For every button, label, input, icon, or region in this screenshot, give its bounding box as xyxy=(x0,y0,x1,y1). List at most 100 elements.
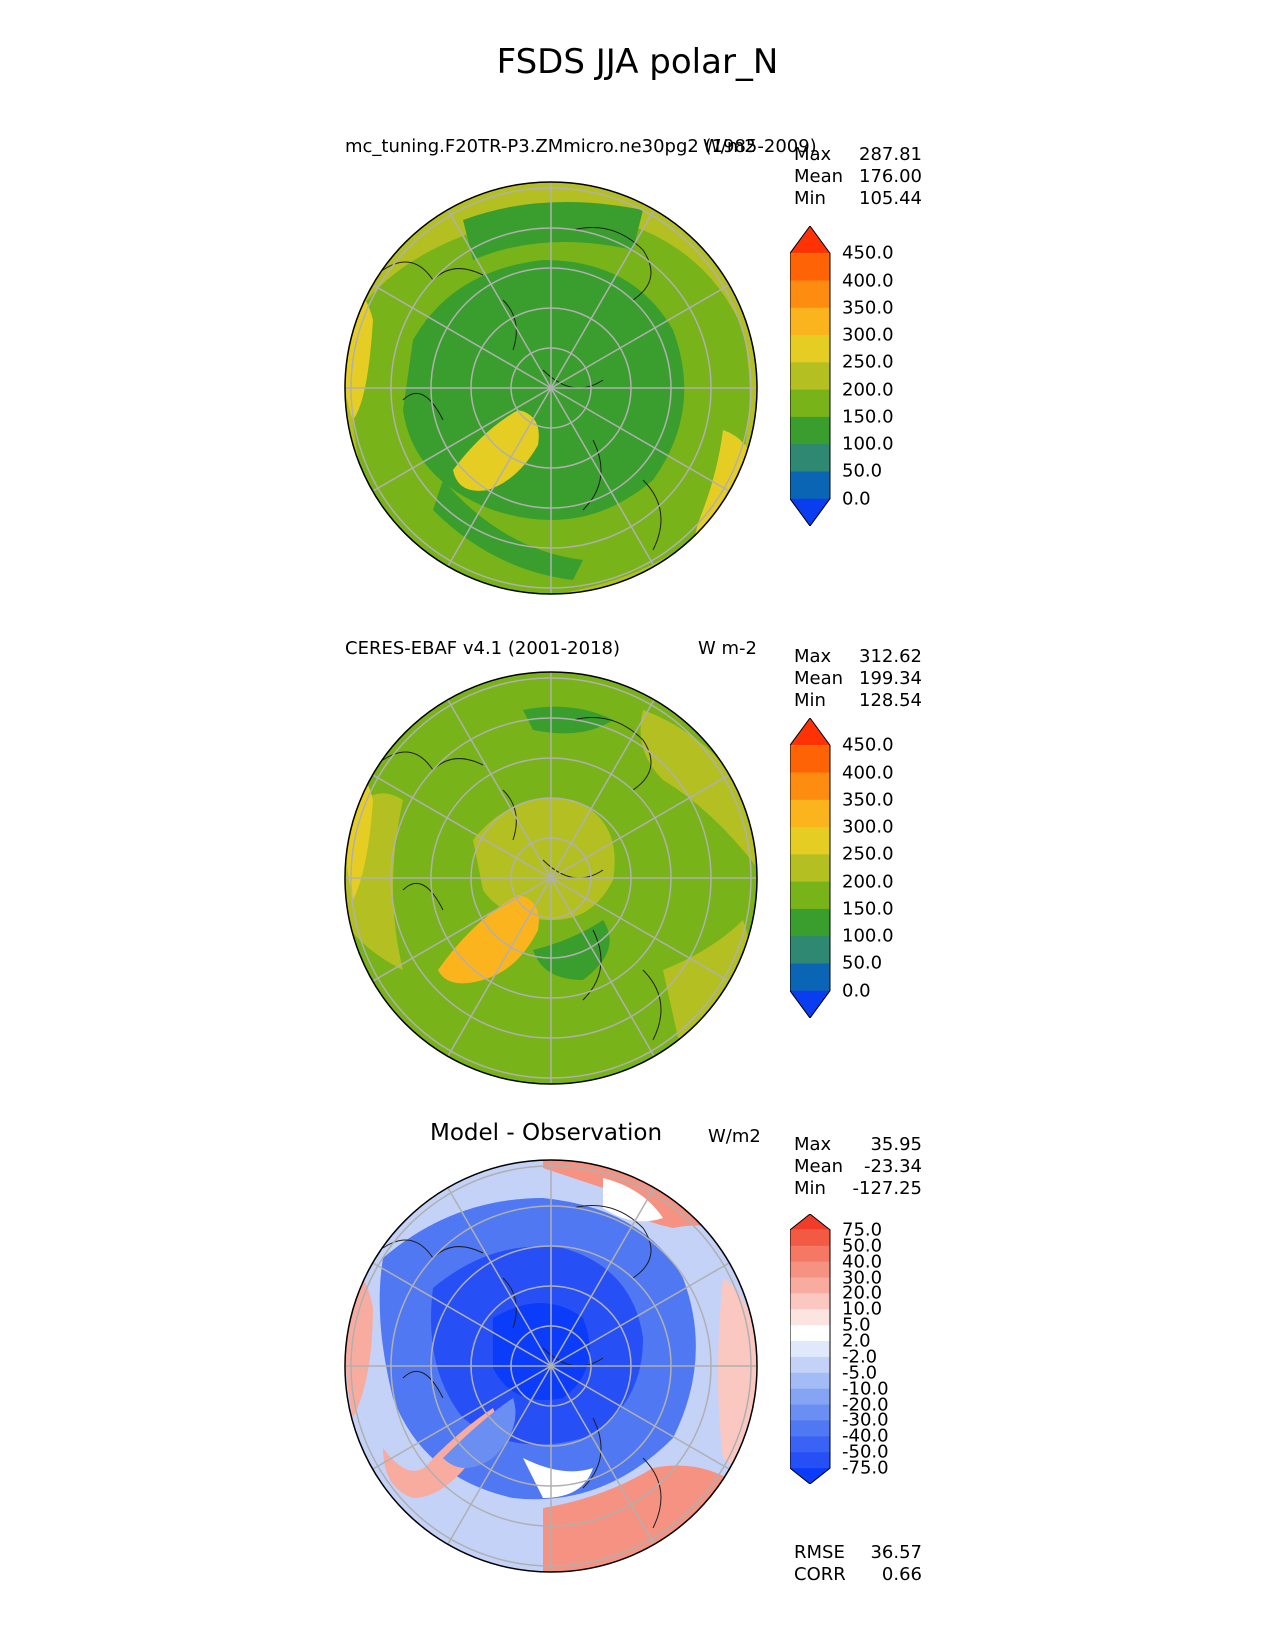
colorbar-tick-label: 150.0 xyxy=(842,406,894,428)
colorbar-tick-label: 200.0 xyxy=(842,379,894,401)
colorbar-segment xyxy=(790,1214,830,1230)
colorbar-tick-label: -40.0 xyxy=(842,1425,889,1447)
panel-difference: Model - Observation W/m2 Max 35.95 Mean -2… xyxy=(0,1120,1275,1640)
colorbar-segment xyxy=(790,1277,830,1294)
colorbar-tick-label: -20.0 xyxy=(842,1394,889,1416)
colorbar-tick-label: -75.0 xyxy=(842,1457,889,1479)
colorbar-segment xyxy=(790,745,830,774)
colorbar-tick-label: 0.0 xyxy=(842,488,871,510)
stat-rmse: RMSE 36.57 xyxy=(794,1542,922,1563)
panel-units: W/m2 xyxy=(708,1126,761,1147)
colorbar-segment xyxy=(790,854,830,883)
stat-max: Max 287.81 xyxy=(794,144,922,165)
colorbar-tick-label: 250.0 xyxy=(842,351,894,373)
panel-units: W m-2 xyxy=(698,638,758,659)
colorbar-tick-label: 50.0 xyxy=(842,1235,883,1257)
colorbar-segment xyxy=(790,1388,830,1406)
colorbar-tick-label: 350.0 xyxy=(842,789,894,811)
colorbar-observation xyxy=(790,718,831,1018)
panel-title: mc_tuning.F20TR-P3.ZMmicro.ne30pg2 (1985… xyxy=(345,136,817,157)
stat-max: Max 312.62 xyxy=(794,646,922,667)
colorbar-tick-label: -50.0 xyxy=(842,1441,889,1463)
colorbar-model xyxy=(790,226,831,526)
colorbar-outline xyxy=(790,1214,831,1484)
colorbar-segment xyxy=(790,718,830,746)
figure-title: FSDS JJA polar_N xyxy=(496,42,779,82)
panel-stats: Max 35.95 Mean -23.34 Min -127.25 xyxy=(794,1134,922,1200)
colorbar-tick-label: 300.0 xyxy=(842,816,894,838)
colorbar-tick-label: 50.0 xyxy=(842,460,883,482)
colorbar-tick-label: 20.0 xyxy=(842,1282,883,1304)
colorbar-segment xyxy=(790,881,830,910)
colorbar-segment xyxy=(790,1372,830,1390)
colorbar-segment xyxy=(790,936,830,964)
colorbar-tick-label: 200.0 xyxy=(842,871,894,893)
colorbar-segment xyxy=(790,226,830,254)
colorbar-segment xyxy=(790,1436,830,1453)
colorbar-tick-label: 50.0 xyxy=(842,952,883,974)
stat-mean: Mean 199.34 xyxy=(794,668,922,689)
colorbar-segment xyxy=(790,1404,830,1421)
colorbar-tick-label: 400.0 xyxy=(842,762,894,784)
colorbar-tick-label: 150.0 xyxy=(842,898,894,920)
colorbar-segment xyxy=(790,389,830,418)
colorbar-segment xyxy=(790,799,830,828)
panel-model: mc_tuning.F20TR-P3.ZMmicro.ne30pg2 (1985… xyxy=(0,130,1275,610)
colorbar-segment xyxy=(790,1325,830,1342)
colorbar-segment xyxy=(790,1341,830,1358)
colorbar-segment xyxy=(790,362,830,391)
colorbar-outline xyxy=(790,718,831,1018)
colorbar-tick-label: 400.0 xyxy=(842,270,894,292)
colorbar-segment xyxy=(790,1229,830,1247)
colorbar-tick-label: 30.0 xyxy=(842,1267,883,1289)
polar-map-difference xyxy=(344,1159,758,1573)
polar-map-model xyxy=(344,181,758,595)
panel-title: CERES-EBAF v4.1 (2001-2018) xyxy=(345,638,621,659)
colorbar-segment xyxy=(790,1468,830,1484)
colorbar-segment xyxy=(790,1245,830,1263)
colorbar-segment xyxy=(790,772,830,801)
colorbar-segment xyxy=(790,498,830,526)
colorbar-segment xyxy=(790,1452,830,1469)
stat-min: Min -127.25 xyxy=(794,1178,922,1199)
colorbar-segment xyxy=(790,471,830,500)
colorbar-tick-label: 300.0 xyxy=(842,324,894,346)
panel-extra-stats: RMSE 36.57 CORR 0.66 xyxy=(794,1542,922,1586)
stat-mean: Mean 176.00 xyxy=(794,166,922,187)
colorbar-tick-label: 40.0 xyxy=(842,1251,883,1273)
colorbar-segment xyxy=(790,416,830,445)
colorbar-segment xyxy=(790,307,830,336)
colorbar-tick-label: 5.0 xyxy=(842,1314,871,1336)
colorbar-tick-label: 250.0 xyxy=(842,843,894,865)
colorbar-segment xyxy=(790,827,830,855)
stat-min: Min 105.44 xyxy=(794,188,922,209)
panel-title: Model - Observation xyxy=(430,1120,663,1146)
panel-observation: CERES-EBAF v4.1 (2001-2018) W m-2 Max 312… xyxy=(0,632,1275,1112)
colorbar-segment xyxy=(790,280,830,309)
colorbar-tick-label: -30.0 xyxy=(842,1409,889,1431)
colorbar-tick-label: 450.0 xyxy=(842,242,894,264)
colorbar-segment xyxy=(790,335,830,363)
panel-units: W/m2 xyxy=(703,136,756,157)
colorbar-tick-label: 350.0 xyxy=(842,297,894,319)
colorbar-tick-label: -2.0 xyxy=(842,1346,878,1368)
colorbar-segment xyxy=(790,1309,830,1326)
colorbar-segment xyxy=(790,1261,830,1279)
colorbar-segment xyxy=(790,1420,830,1437)
colorbar-segment xyxy=(790,1293,830,1310)
colorbar-tick-label: 2.0 xyxy=(842,1330,871,1352)
panel-stats: Max 312.62 Mean 199.34 Min 128.54 xyxy=(794,646,922,712)
colorbar-tick-label: 100.0 xyxy=(842,925,894,947)
colorbar-difference xyxy=(790,1214,831,1484)
stat-corr: CORR 0.66 xyxy=(794,1564,922,1585)
stat-max: Max 35.95 xyxy=(794,1134,922,1155)
colorbar-segment xyxy=(790,908,830,937)
stat-mean: Mean -23.34 xyxy=(794,1156,922,1177)
colorbar-outline xyxy=(790,226,831,526)
colorbar-segment xyxy=(790,990,830,1018)
colorbar-tick-label: -5.0 xyxy=(842,1362,878,1384)
colorbar-tick-label: 0.0 xyxy=(842,980,871,1002)
colorbar-segment xyxy=(790,253,830,282)
colorbar-segment xyxy=(790,444,830,472)
stat-min: Min 128.54 xyxy=(794,690,922,711)
